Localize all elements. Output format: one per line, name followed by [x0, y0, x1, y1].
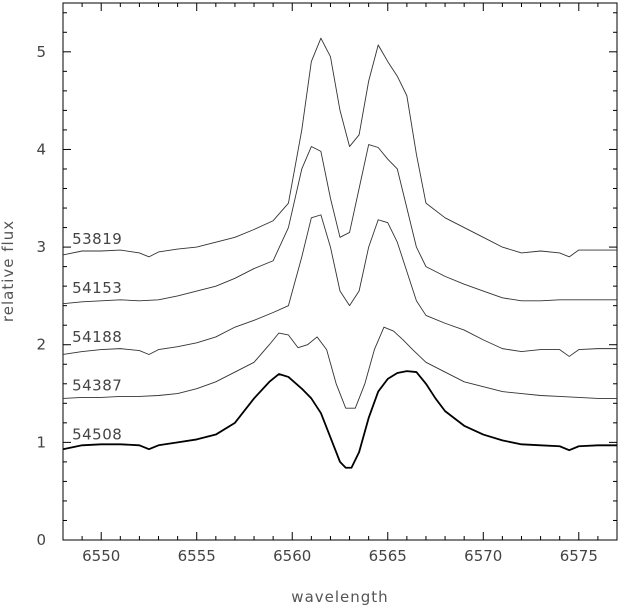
y-tick-label: 4: [36, 140, 46, 158]
y-tick-label: 3: [36, 238, 46, 256]
y-tick-label: 1: [36, 433, 46, 451]
y-axis-label: relative flux: [0, 220, 17, 322]
series-line-54387: [62, 326, 617, 409]
x-tick-label: 6570: [464, 547, 502, 565]
x-tick-label: 6555: [178, 547, 216, 565]
series-label-54387: 54387: [72, 377, 122, 395]
x-tick-label: 6575: [560, 547, 598, 565]
series-line-54508: [62, 370, 617, 469]
y-tick-label: 5: [36, 43, 46, 61]
x-tick-label: 6565: [369, 547, 407, 565]
tick-labels: 6550 6555 6560 6565 6570 6575 0 1 2 3 4 5: [36, 43, 597, 565]
series-line-53819: [62, 37, 617, 258]
y-tick-label: 2: [36, 336, 46, 354]
x-tick-label: 6560: [273, 547, 311, 565]
series-label-54188: 54188: [72, 328, 122, 346]
series-line-54153: [62, 144, 617, 305]
series-lines: [62, 37, 617, 469]
plot-frame: [62, 2, 618, 541]
x-tick-label: 6550: [82, 547, 120, 565]
series-label-54153: 54153: [72, 279, 122, 297]
axis-ticks: [62, 3, 618, 541]
series-label-54508: 54508: [72, 426, 122, 444]
y-tick-label: 0: [36, 531, 46, 549]
series-labels: 53819 54153 54188 54387 54508: [72, 230, 122, 443]
x-axis-label: wavelength: [291, 588, 388, 606]
series-line-54188: [62, 214, 617, 357]
series-label-53819: 53819: [72, 230, 122, 248]
